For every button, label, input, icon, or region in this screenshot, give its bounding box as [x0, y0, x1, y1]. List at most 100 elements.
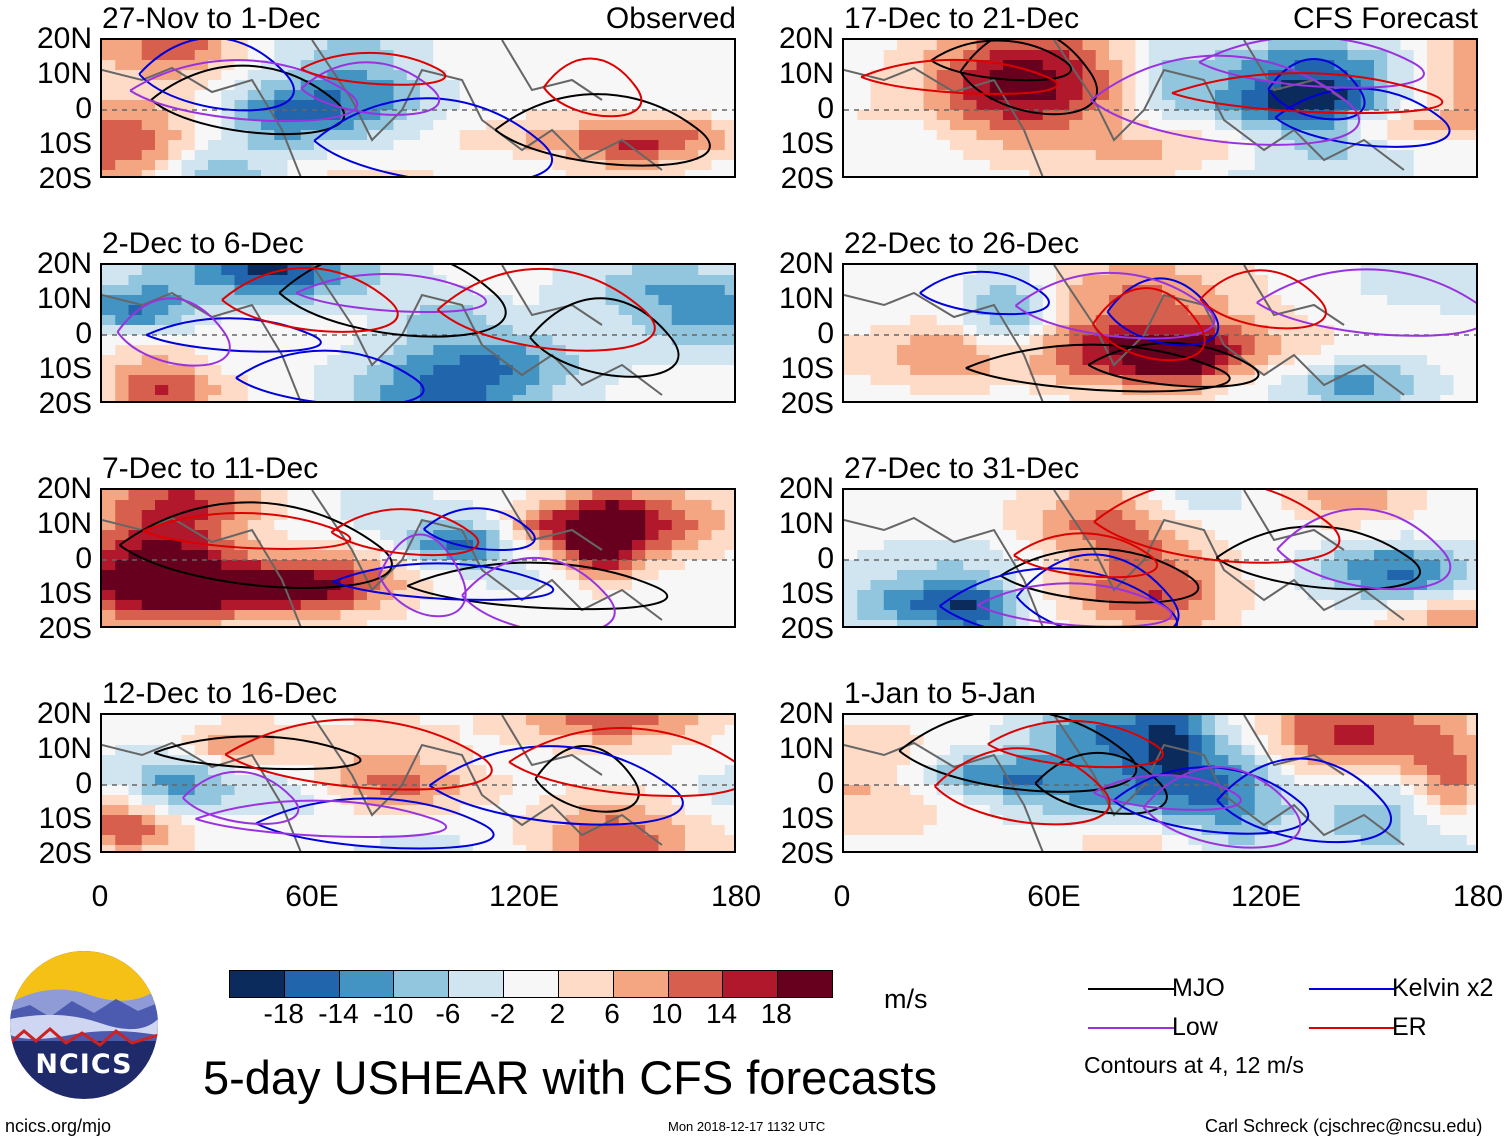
contour-line: [1198, 40, 1425, 89]
legend-line-low: [1088, 1027, 1174, 1029]
lat-label: 0: [817, 767, 834, 800]
lat-label: 20S: [38, 387, 92, 420]
lon-label: 60E: [285, 880, 339, 913]
contour-line: [145, 317, 322, 353]
contour-line: [965, 343, 1231, 393]
colorbar-swatch: [778, 971, 832, 997]
legend-label-low: Low: [1172, 1013, 1218, 1041]
colorbar-units: m/s: [884, 984, 928, 1014]
lat-label: 20S: [780, 837, 834, 870]
contour-line: [529, 297, 680, 378]
contour-line: [1087, 341, 1260, 388]
colorbar-swatch: [339, 971, 395, 997]
shading-field: [844, 265, 1476, 401]
lat-label: 0: [817, 92, 834, 125]
contour-line: [119, 501, 393, 589]
colorbar-tick-label: -18: [263, 998, 304, 1029]
colorbar-swatch: [558, 971, 614, 997]
contour-line: [1256, 268, 1476, 337]
lat-label: 10N: [36, 282, 92, 315]
legend-label-er: ER: [1392, 1013, 1427, 1041]
colorbar-swatch: [394, 971, 450, 997]
panel-title: 12-Dec to 16-Dec: [102, 677, 338, 710]
lat-label: 10N: [778, 57, 834, 90]
contour-line: [1000, 547, 1200, 604]
lon-label: 0: [833, 880, 851, 913]
legend-line-er: [1309, 1027, 1395, 1029]
panel-source-label: CFS Forecast: [1292, 2, 1478, 35]
lat-label: 10S: [38, 352, 92, 385]
shading-field: [844, 40, 1476, 176]
contour-line: [1215, 525, 1421, 591]
contour-line: [300, 51, 447, 86]
contour-line: [977, 582, 1173, 626]
contour-line: [1171, 72, 1444, 115]
lat-label: 0: [75, 92, 92, 125]
colorbar-swatch: [723, 971, 779, 997]
contour-line: [1112, 766, 1309, 835]
lat-label: 20S: [38, 837, 92, 870]
contour-line: [508, 727, 734, 798]
contour-line: [300, 61, 441, 116]
lat-label: 10S: [38, 577, 92, 610]
contour-line: [930, 40, 1073, 82]
contour-line: [1267, 57, 1366, 121]
colorbar-tick-label: 18: [760, 998, 792, 1029]
contour-line: [313, 97, 553, 176]
lat-label: 0: [75, 317, 92, 350]
panel-title: 17-Dec to 21-Dec: [844, 2, 1080, 35]
shading-field: [844, 490, 1476, 626]
contour-line: [224, 718, 493, 791]
lat-label: 0: [75, 767, 92, 800]
lat-label: 10N: [778, 282, 834, 315]
colorbar-swatch: [449, 971, 505, 997]
lon-label: 180: [1452, 880, 1504, 913]
contour-line: [330, 508, 480, 557]
map-panel: [842, 263, 1478, 403]
contour-line: [129, 59, 358, 123]
lat-label: 20S: [780, 387, 834, 420]
lat-label: 10N: [36, 732, 92, 765]
legend-note: Contours at 4, 12 m/s: [1084, 1052, 1304, 1078]
contour-line: [221, 267, 399, 333]
colorbar-swatch: [504, 971, 559, 997]
lon-label: 60E: [1027, 880, 1081, 913]
contour-line: [235, 349, 425, 401]
legend-line-kelvin: [1309, 988, 1395, 990]
lat-label: 20S: [38, 162, 92, 195]
main-title: 5-day USHEAR with CFS forecasts: [203, 1051, 937, 1104]
colorbar-swatch: [284, 971, 340, 997]
lon-label: 0: [91, 880, 109, 913]
contour-line: [295, 272, 487, 314]
lat-label: 20N: [778, 472, 834, 505]
colorbar-tick-label: 6: [604, 998, 620, 1029]
contour-line: [1090, 54, 1361, 146]
lat-label: 10S: [38, 127, 92, 160]
ncics-logo: NCICS: [10, 951, 158, 1099]
lat-label: 20S: [780, 162, 834, 195]
legend-line-mjo: [1088, 988, 1174, 990]
contour-line: [461, 556, 616, 626]
colorbar-tick-label: -6: [435, 998, 461, 1029]
contour-line: [1015, 553, 1180, 626]
contour-line: [1093, 774, 1242, 811]
lat-label: 10S: [780, 127, 834, 160]
panel-title: 1-Jan to 5-Jan: [844, 677, 1036, 710]
contour-line: [406, 561, 669, 611]
map-panel: [100, 488, 736, 628]
contour-line: [1276, 508, 1452, 591]
contour-line: [378, 533, 467, 618]
contour-line: [1216, 757, 1392, 844]
contour-line: [278, 265, 507, 338]
lat-label: 10N: [778, 507, 834, 540]
colorbar-tick-label: 10: [651, 998, 683, 1029]
contour-line: [1093, 490, 1341, 564]
colorbar-tick-label: 14: [705, 998, 738, 1029]
panel-title: 22-Dec to 26-Dec: [844, 227, 1080, 260]
lat-label: 0: [75, 542, 92, 575]
lat-label: 20N: [778, 247, 834, 280]
contour-line: [195, 799, 447, 839]
panel-source-label: Observed: [605, 2, 736, 35]
contour-line: [423, 507, 536, 552]
lon-label: 120E: [488, 880, 560, 913]
